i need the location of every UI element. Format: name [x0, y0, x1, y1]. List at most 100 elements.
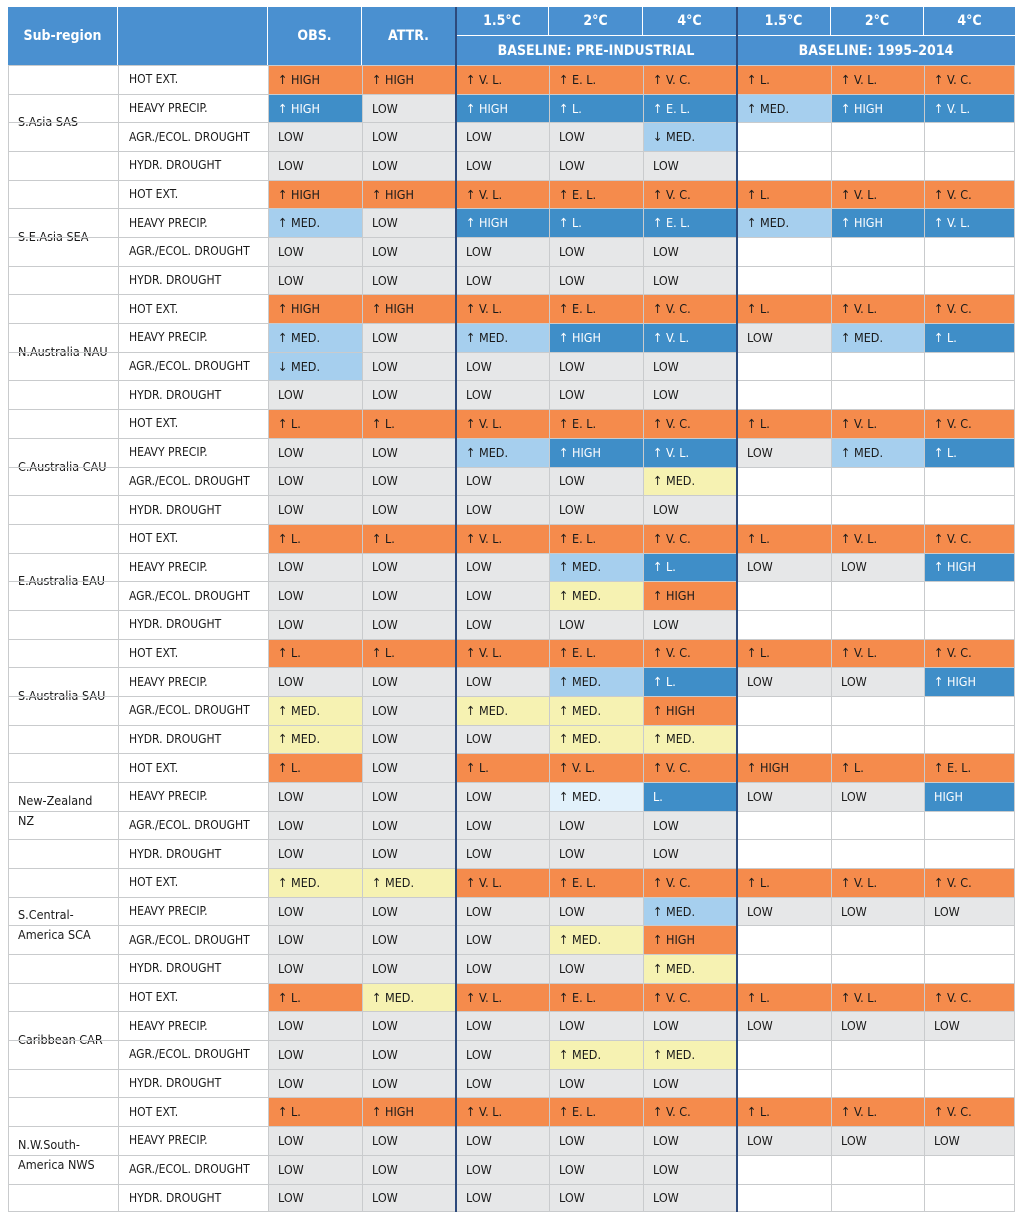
cell-recent-2c: [831, 925, 924, 955]
cell-recent-4c: ↑ V. C.: [924, 65, 1015, 94]
cell-recent-1.5c: [737, 151, 831, 180]
cell-recent-2c: [831, 609, 924, 639]
cell-recent-1.5c: ↑ L.: [737, 638, 831, 668]
cell-pre-4c: ↑ MED.: [643, 1040, 737, 1069]
variable-label: HEAVY PRECIP.: [129, 330, 208, 345]
variable-label: AGR./ECOL. DROUGHT: [129, 818, 250, 832]
cell-pre-4c: LOW: [643, 151, 737, 180]
cell-pre-2c: LOW: [549, 495, 643, 524]
column-divider: [831, 65, 832, 1213]
cell-pre-2c: LOW: [549, 839, 643, 869]
cell-pre-2c: ↑ MED.: [549, 552, 643, 582]
variable-label: AGR./ECOL. DROUGHT: [129, 244, 250, 259]
cell-recent-1.5c: [737, 925, 831, 955]
cell-pre-2c: LOW: [549, 1068, 643, 1098]
cell-recent-2c: [831, 151, 924, 180]
cell-pre-1.5c: ↑ V. L.: [456, 638, 549, 668]
cell-attr: LOW: [362, 954, 456, 983]
region-label: E.Australia EAU: [18, 573, 106, 589]
cell-recent-4c: [924, 495, 1015, 524]
cell-pre-2c: LOW: [549, 954, 643, 983]
cell-recent-4c: [924, 839, 1015, 869]
cell-recent-1.5c: [737, 380, 831, 410]
cell-pre-1.5c: ↑ L.: [456, 753, 549, 782]
cell-pre-4c: ↑ V. C.: [643, 1097, 737, 1127]
cell-pre-4c: LOW: [643, 609, 737, 639]
cell-pre-2c: LOW: [549, 1126, 643, 1155]
cell-pre-1.5c: ↑ V. L.: [456, 179, 549, 209]
variable-label: HEAVY PRECIP.: [129, 445, 208, 460]
cell-attr: LOW: [362, 122, 456, 152]
row-divider: [8, 552, 1015, 554]
cell-attr: LOW: [362, 437, 456, 467]
variable-label: HEAVY PRECIP.: [129, 904, 208, 919]
cell-attr: ↑ L.: [362, 409, 456, 438]
cell-recent-4c: ↑ L.: [924, 437, 1015, 467]
cell-pre-1.5c: LOW: [456, 581, 549, 610]
row-divider: [8, 667, 1015, 669]
cell-recent-2c: [831, 466, 924, 496]
cell-obs: LOW: [268, 1126, 362, 1155]
cell-recent-4c: ↑ V. C.: [924, 868, 1015, 897]
cell-pre-4c: LOW: [643, 351, 737, 381]
cell-pre-4c: ↑ V. C.: [643, 868, 737, 897]
cell-pre-1.5c: ↑ V. L.: [456, 294, 549, 324]
cell-recent-2c: ↑ HIGH: [831, 208, 924, 238]
cell-recent-4c: ↑ V. C.: [924, 1097, 1015, 1127]
cell-pre-1.5c: LOW: [456, 1126, 549, 1155]
cell-recent-2c: [831, 495, 924, 524]
cell-pre-2c: ↑ E. L.: [549, 294, 643, 324]
cell-pre-1.5c: LOW: [456, 151, 549, 180]
cell-attr: LOW: [362, 351, 456, 381]
cell-pre-4c: ↓ MED.: [643, 122, 737, 152]
cell-pre-4c: LOW: [643, 1068, 737, 1098]
cell-recent-2c: ↑ L.: [831, 753, 924, 782]
cell-pre-2c: LOW: [549, 122, 643, 152]
header-obs: OBS.: [268, 7, 362, 65]
cell-pre-1.5c: LOW: [456, 380, 549, 410]
cell-recent-1.5c: [737, 466, 831, 496]
cell-pre-4c: ↑ MED.: [643, 466, 737, 496]
cell-recent-2c: [831, 1183, 924, 1213]
cell-attr: LOW: [362, 839, 456, 869]
row-divider: [8, 896, 1015, 898]
cell-pre-2c: ↑ E. L.: [549, 409, 643, 438]
cell-recent-1.5c: [737, 122, 831, 152]
cell-attr: LOW: [362, 1126, 456, 1155]
cell-recent-1.5c: ↑ L.: [737, 179, 831, 209]
region-label: New-Zealand NZ: [18, 792, 93, 828]
row-divider: [8, 1068, 1015, 1070]
row-divider: [8, 1154, 1015, 1156]
cell-obs: LOW: [268, 1183, 362, 1213]
column-divider: [8, 65, 9, 1213]
cell-obs: ↓ MED.: [268, 351, 362, 381]
cell-attr: ↑ MED.: [362, 868, 456, 897]
cell-pre-2c: LOW: [549, 151, 643, 180]
region-label: N.W.South- America NWS: [18, 1136, 95, 1172]
row-divider: [8, 237, 1015, 239]
cell-pre-4c: LOW: [643, 1126, 737, 1155]
header-pre-4c: 4°C: [643, 7, 737, 36]
cell-recent-4c: ↑ V. C.: [924, 523, 1015, 553]
variable-label: HOT EXT.: [129, 416, 179, 431]
cell-pre-1.5c: LOW: [456, 896, 549, 926]
cell-recent-1.5c: ↑ L.: [737, 868, 831, 897]
cell-recent-4c: [924, 954, 1015, 983]
cell-attr: LOW: [362, 1183, 456, 1213]
cell-pre-2c: LOW: [549, 351, 643, 381]
cell-attr: LOW: [362, 609, 456, 639]
cell-attr: LOW: [362, 1068, 456, 1098]
cell-attr: LOW: [362, 896, 456, 926]
row-divider: [8, 1097, 1015, 1099]
cell-pre-1.5c: LOW: [456, 265, 549, 295]
cell-pre-2c: ↑ MED.: [549, 667, 643, 696]
cell-pre-1.5c: LOW: [456, 724, 549, 754]
cell-recent-4c: [924, 581, 1015, 610]
cell-pre-4c: LOW: [643, 839, 737, 869]
cell-attr: LOW: [362, 810, 456, 840]
cell-pre-2c: ↑ V. L.: [549, 753, 643, 782]
cell-pre-4c: ↑ L.: [643, 552, 737, 582]
cell-pre-2c: LOW: [549, 896, 643, 926]
cell-obs: LOW: [268, 1011, 362, 1041]
row-divider: [8, 265, 1015, 267]
